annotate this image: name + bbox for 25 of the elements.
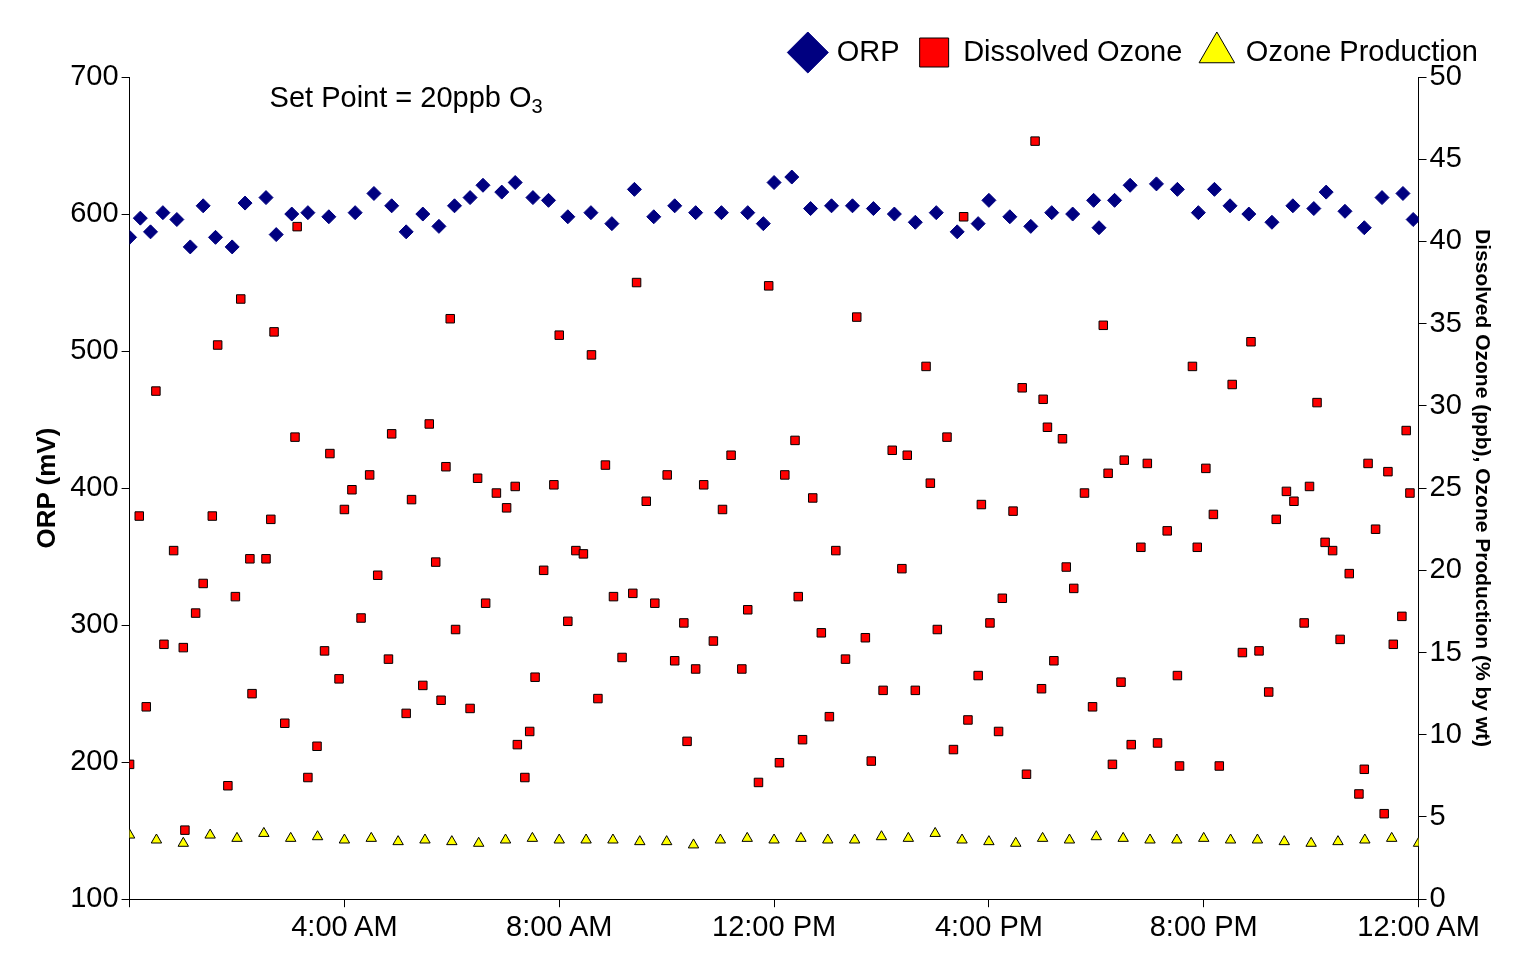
legend-label: Dissolved Ozone	[963, 34, 1183, 67]
y-axis-title: ORP (mV)	[30, 427, 61, 549]
x-tick-label: 12:00 PM	[711, 909, 837, 942]
y-tick-label: 300	[70, 607, 119, 640]
y2-tick-label: 45	[1429, 141, 1462, 174]
x-tick-label: 8:00 AM	[506, 909, 613, 942]
y-tick-label: 100	[70, 881, 119, 914]
y2-tick-label: 15	[1429, 634, 1462, 667]
y-tick-label: 500	[70, 333, 119, 366]
legend-label: ORP	[836, 34, 900, 67]
y2-axis-title: Dissolved Ozone (ppb), Ozone Production (% by wt)	[1471, 229, 1495, 748]
y-tick-label: 200	[70, 744, 119, 777]
y2-tick-label: 20	[1429, 552, 1462, 585]
x-tick-label: 4:00 PM	[934, 909, 1043, 942]
y2-tick-label: 40	[1429, 223, 1462, 256]
y2-tick-label: 25	[1429, 470, 1462, 503]
y-tick-label: 700	[70, 59, 119, 91]
y-tick-label: 600	[70, 196, 119, 229]
y-tick-label: 400	[70, 470, 119, 503]
x-tick-label: 8:00 PM	[1149, 909, 1258, 942]
y2-tick-label: 30	[1429, 387, 1462, 420]
y2-tick-label: 10	[1429, 716, 1462, 749]
x-tick-label: 4:00 AM	[291, 909, 398, 942]
y2-tick-label: 5	[1429, 798, 1446, 831]
y2-tick-label: 35	[1429, 305, 1462, 338]
